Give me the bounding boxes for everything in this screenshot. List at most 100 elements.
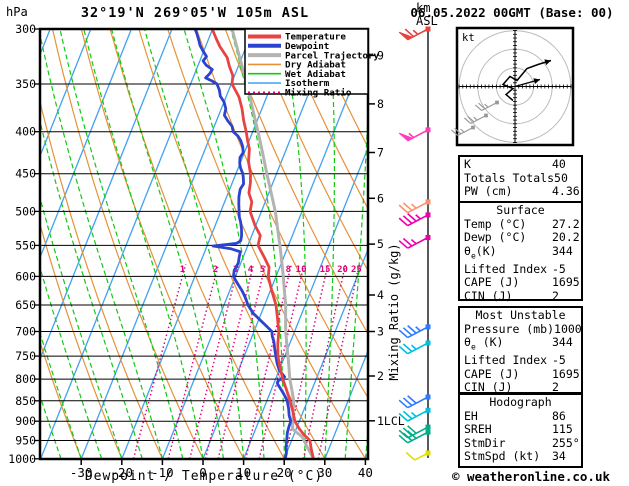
copyright-credit: © weatheronline.co.uk <box>451 469 611 484</box>
dewpoint-curve <box>193 29 293 459</box>
pressure-tick-label: 400 <box>15 125 36 139</box>
isotherm-line <box>161 29 336 459</box>
wind-barb <box>474 100 499 112</box>
mixing-ratio-value-label: 1 <box>180 265 185 275</box>
legend-label: Mixing Ratio <box>285 88 352 99</box>
isotherm-line <box>0 29 10 459</box>
isotherm-line <box>40 29 92 158</box>
table-row-theta-e: θe (K) 344 <box>464 335 573 352</box>
table-row: CAPE (J) 1695 <box>464 275 580 290</box>
mixing-ratio-line <box>217 264 267 459</box>
wind-barb <box>398 407 431 422</box>
isotherm-line <box>202 44 368 459</box>
altitude-tick-label: 5 <box>377 237 384 251</box>
wind-barb <box>398 199 431 214</box>
altitude-tick-label: 9 <box>377 48 384 62</box>
legend-label: Dry Adiabat <box>285 60 346 71</box>
table-row: Temp (°C) 27.2 <box>464 216 580 231</box>
mixing-ratio-line <box>167 264 220 459</box>
mixing-ratio-value-label: 10 <box>296 265 307 275</box>
table-row: Lifted Index -5 <box>464 261 566 276</box>
surface-box-header: Surface <box>496 203 545 217</box>
altitude-unit-label: km ASL <box>416 2 438 28</box>
temperature-tick-label: 20 <box>277 465 292 480</box>
temperature-tick-label: -20 <box>111 465 134 480</box>
mixing-ratio-line <box>245 264 293 459</box>
table-row: EH 86 <box>464 408 566 423</box>
mixing-ratio-value-label: 4 <box>248 265 254 275</box>
isotherm-line <box>40 29 173 361</box>
surface-box: Surface Temp (°C) 27.2 Dewp (°C) 20.2 θe(K… <box>458 201 583 302</box>
wind-barb <box>398 340 431 355</box>
run-datetime: 06.05.2022 00GMT (Base: 00) <box>410 5 614 20</box>
wind-barb <box>398 394 431 409</box>
temperature-tick-label: 40 <box>358 465 373 480</box>
legend-label: Temperature <box>285 32 346 43</box>
altitude-tick-label: 4 <box>377 288 384 302</box>
pressure-tick-label: 600 <box>15 269 36 283</box>
table-row: CIN (J) 2 <box>464 380 559 395</box>
temperature-tick-label: -10 <box>151 465 174 480</box>
altitude-tick-label: 6 <box>377 191 384 205</box>
pressure-tick-label: 950 <box>15 434 36 448</box>
legend-label: Dewpoint <box>285 41 329 52</box>
table-row: K 40 <box>464 157 566 171</box>
stability-indices-box: K 40 Totals Totals 50 PW (cm) 4.36 <box>458 155 583 204</box>
pressure-tick-label: 800 <box>15 372 36 386</box>
pressure-tick-label: 450 <box>15 167 36 181</box>
wet-adiabat-line <box>83 29 204 459</box>
temperature-curve <box>210 29 315 459</box>
mixing-ratio-value-label: 8 <box>286 265 291 275</box>
pressure-tick-label: 700 <box>15 325 36 339</box>
temperature-tick-label: 30 <box>317 465 332 480</box>
wind-barb <box>398 429 431 444</box>
wind-barb <box>405 450 431 461</box>
temperature-tick-label: 0 <box>199 465 207 480</box>
table-row: Pressure (mb) 1000 <box>464 321 582 336</box>
isotherm-line <box>283 247 368 459</box>
isotherm-line <box>242 146 368 459</box>
mixing-ratio-value-label: 20 <box>337 265 348 275</box>
table-row: CAPE (J) 1695 <box>464 366 580 381</box>
mixing-ratio-value-label: 25 <box>351 265 362 275</box>
dry-adiabat-line <box>253 29 368 272</box>
altitude-tick-label: 7 <box>377 146 384 160</box>
temperature-tick-label: -30 <box>70 465 93 480</box>
wind-barb <box>398 324 431 339</box>
mixing-ratio-line <box>132 264 187 459</box>
mixing-ratio-line <box>284 264 329 459</box>
mixing-ratio-value-label: 2 <box>213 265 218 275</box>
altitude-lcl-label: 1LCL <box>377 414 405 428</box>
altitude-tick-label: 3 <box>377 325 384 339</box>
x-axis-title: Dewpoint / Temperature (°C) <box>84 469 324 484</box>
skewt-background: 1 2 3 4 5 8 10 15 20 25 <box>0 29 368 459</box>
most-unstable-box: Most Unstable Pressure (mb) 1000 θe (K) 34… <box>458 306 583 394</box>
table-row: StmDir 255° <box>464 435 580 450</box>
altitude-unit-km: km <box>416 1 431 15</box>
wind-barb <box>398 212 431 227</box>
mixing-ratio-line <box>204 264 255 459</box>
pressure-tick-label: 850 <box>15 394 36 408</box>
pressure-unit-label: hPa <box>6 5 28 19</box>
altitude-unit-asl: ASL <box>416 14 438 28</box>
pressure-tick-label: 650 <box>15 298 36 312</box>
mixing-ratio-line <box>258 264 305 459</box>
wind-barb <box>398 26 431 41</box>
wind-barb <box>463 113 488 125</box>
mixing-ratio-axis-title: Mixing Ratio (g/kg) <box>387 243 401 381</box>
table-row-theta-e: θe(K) 344 <box>464 243 573 261</box>
table-row: Dewp (°C) 20.2 <box>464 230 580 245</box>
wind-barb <box>398 127 431 142</box>
hodograph-arrowhead <box>533 78 540 85</box>
wind-barb <box>450 125 475 137</box>
pressure-tick-label: 350 <box>15 77 36 91</box>
hodograph-stats-box: Hodograph EH 86 SREH 115 StmDir 255° StmSpd… <box>458 393 583 468</box>
legend-label: Isotherm <box>285 78 330 89</box>
legend-label: Wet Adiabat <box>285 69 346 80</box>
dry-adiabat-line <box>40 340 82 459</box>
table-row: Lifted Index -5 <box>464 353 566 368</box>
mixing-ratio-line <box>189 264 240 459</box>
isotherm-line <box>40 29 214 459</box>
